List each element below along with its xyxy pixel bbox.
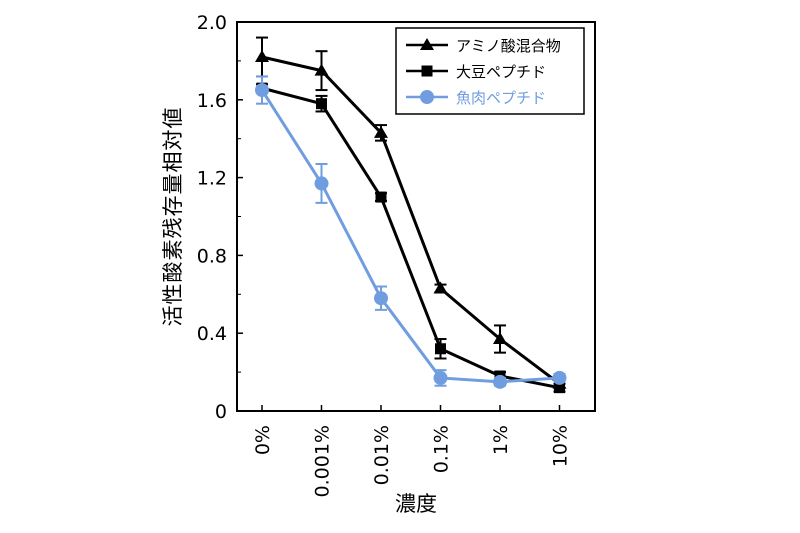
square-marker — [554, 382, 565, 394]
series-line — [260, 89, 560, 384]
series-3 — [255, 75, 567, 389]
x-tick-label: 0% — [252, 425, 274, 455]
x-axis: 0% 0.001% 0.01% 0.1% 1% 10% — [252, 405, 572, 497]
series-1 — [255, 36, 567, 393]
series-layer — [255, 36, 567, 394]
circle-marker — [255, 83, 269, 98]
triangle-marker — [493, 332, 507, 345]
triangle-marker — [420, 38, 434, 50]
y-tick-label: 0.4 — [197, 323, 227, 345]
triangle-marker — [374, 125, 388, 138]
triangle-marker — [433, 281, 448, 294]
legend-label: 魚肉ペプチド — [456, 89, 546, 107]
circle-marker — [552, 370, 567, 385]
x-tick-label: 10% — [550, 425, 572, 467]
triangle-marker — [314, 63, 329, 76]
square-marker — [316, 98, 327, 110]
x-axis-label: 濃度 — [395, 492, 437, 516]
triangle-marker — [255, 50, 269, 63]
circle-marker — [314, 176, 329, 191]
series-line — [261, 86, 560, 390]
x-tick-label: 0.001% — [312, 425, 334, 497]
y-axis-label: 活性酸素残存量相対値 — [161, 107, 185, 327]
x-tick-label: 0.1% — [431, 425, 453, 473]
series-line — [261, 55, 561, 385]
y-tick-label: 1.2 — [197, 168, 227, 190]
circle-marker — [420, 90, 434, 104]
circle-marker — [493, 374, 507, 389]
circle-marker — [374, 291, 388, 306]
y-tick-label: 0 — [215, 401, 227, 423]
series-2 — [256, 82, 566, 394]
x-tick-label: 1% — [490, 425, 512, 455]
square-marker — [421, 65, 433, 77]
y-tick-label: 0.8 — [197, 245, 227, 267]
legend-label: アミノ酸混合物 — [456, 37, 561, 55]
y-tick-label: 1.6 — [197, 90, 227, 112]
square-marker — [435, 343, 446, 355]
y-tick-label: 2.0 — [197, 12, 227, 34]
circle-marker — [433, 370, 448, 385]
legend-label: 大豆ペプチド — [456, 63, 546, 81]
y-axis: 0 0.4 0.8 1.2 1.6 2.0 — [197, 12, 243, 423]
square-marker — [375, 191, 387, 203]
x-tick-label: 0.01% — [371, 425, 393, 485]
